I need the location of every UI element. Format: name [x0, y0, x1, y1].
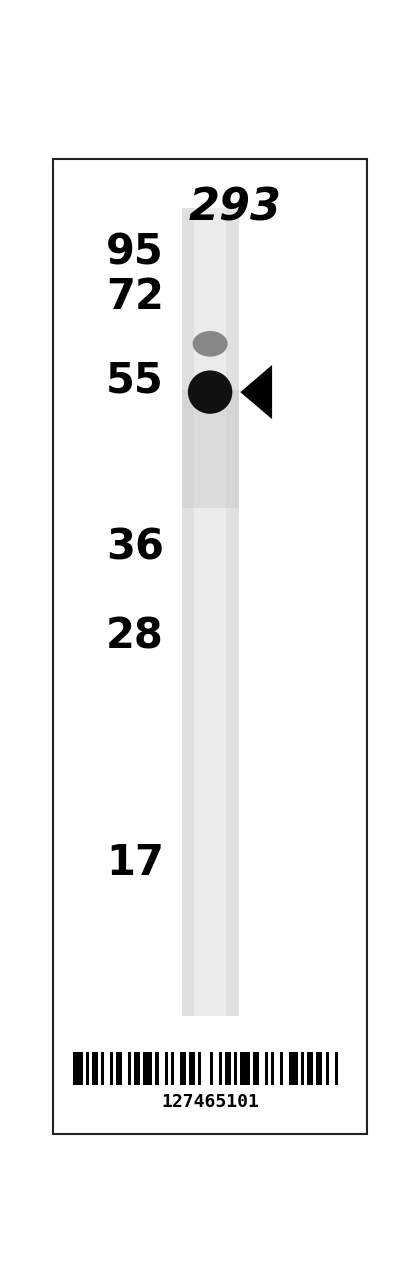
Bar — [210, 1052, 213, 1085]
Bar — [134, 1052, 140, 1085]
Bar — [234, 1052, 237, 1085]
Bar — [334, 1052, 337, 1085]
Bar — [198, 1052, 200, 1085]
Bar — [110, 1052, 113, 1085]
Bar — [316, 1052, 322, 1085]
Text: 36: 36 — [106, 527, 164, 568]
Bar — [264, 1052, 267, 1085]
Bar — [219, 1052, 222, 1085]
Bar — [143, 1052, 152, 1085]
Bar — [101, 1052, 103, 1085]
Bar — [128, 1052, 131, 1085]
Bar — [181, 207, 238, 1016]
Bar — [179, 1052, 185, 1085]
Bar — [270, 1052, 273, 1085]
Bar — [85, 1052, 88, 1085]
Bar — [306, 1052, 312, 1085]
Bar — [116, 1052, 122, 1085]
Ellipse shape — [187, 370, 232, 413]
Bar — [170, 1052, 173, 1085]
Text: 28: 28 — [106, 616, 164, 658]
Bar — [240, 1052, 249, 1085]
Bar — [225, 1052, 231, 1085]
Text: 17: 17 — [106, 842, 164, 884]
Text: 72: 72 — [106, 275, 164, 317]
Text: 95: 95 — [106, 232, 164, 273]
Bar — [92, 1052, 97, 1085]
Bar — [164, 1052, 167, 1085]
Text: 55: 55 — [106, 360, 164, 402]
Bar — [189, 1052, 194, 1085]
Bar — [325, 1052, 328, 1085]
Text: 293: 293 — [189, 186, 281, 229]
Bar — [252, 1052, 258, 1085]
Bar — [288, 1052, 297, 1085]
Ellipse shape — [192, 332, 227, 357]
Bar — [301, 1052, 303, 1085]
Polygon shape — [240, 365, 272, 420]
Text: 127465101: 127465101 — [161, 1093, 258, 1111]
Bar — [181, 390, 238, 508]
Bar — [73, 1052, 82, 1085]
Bar — [279, 1052, 282, 1085]
Bar — [194, 207, 225, 1016]
Bar — [155, 1052, 158, 1085]
